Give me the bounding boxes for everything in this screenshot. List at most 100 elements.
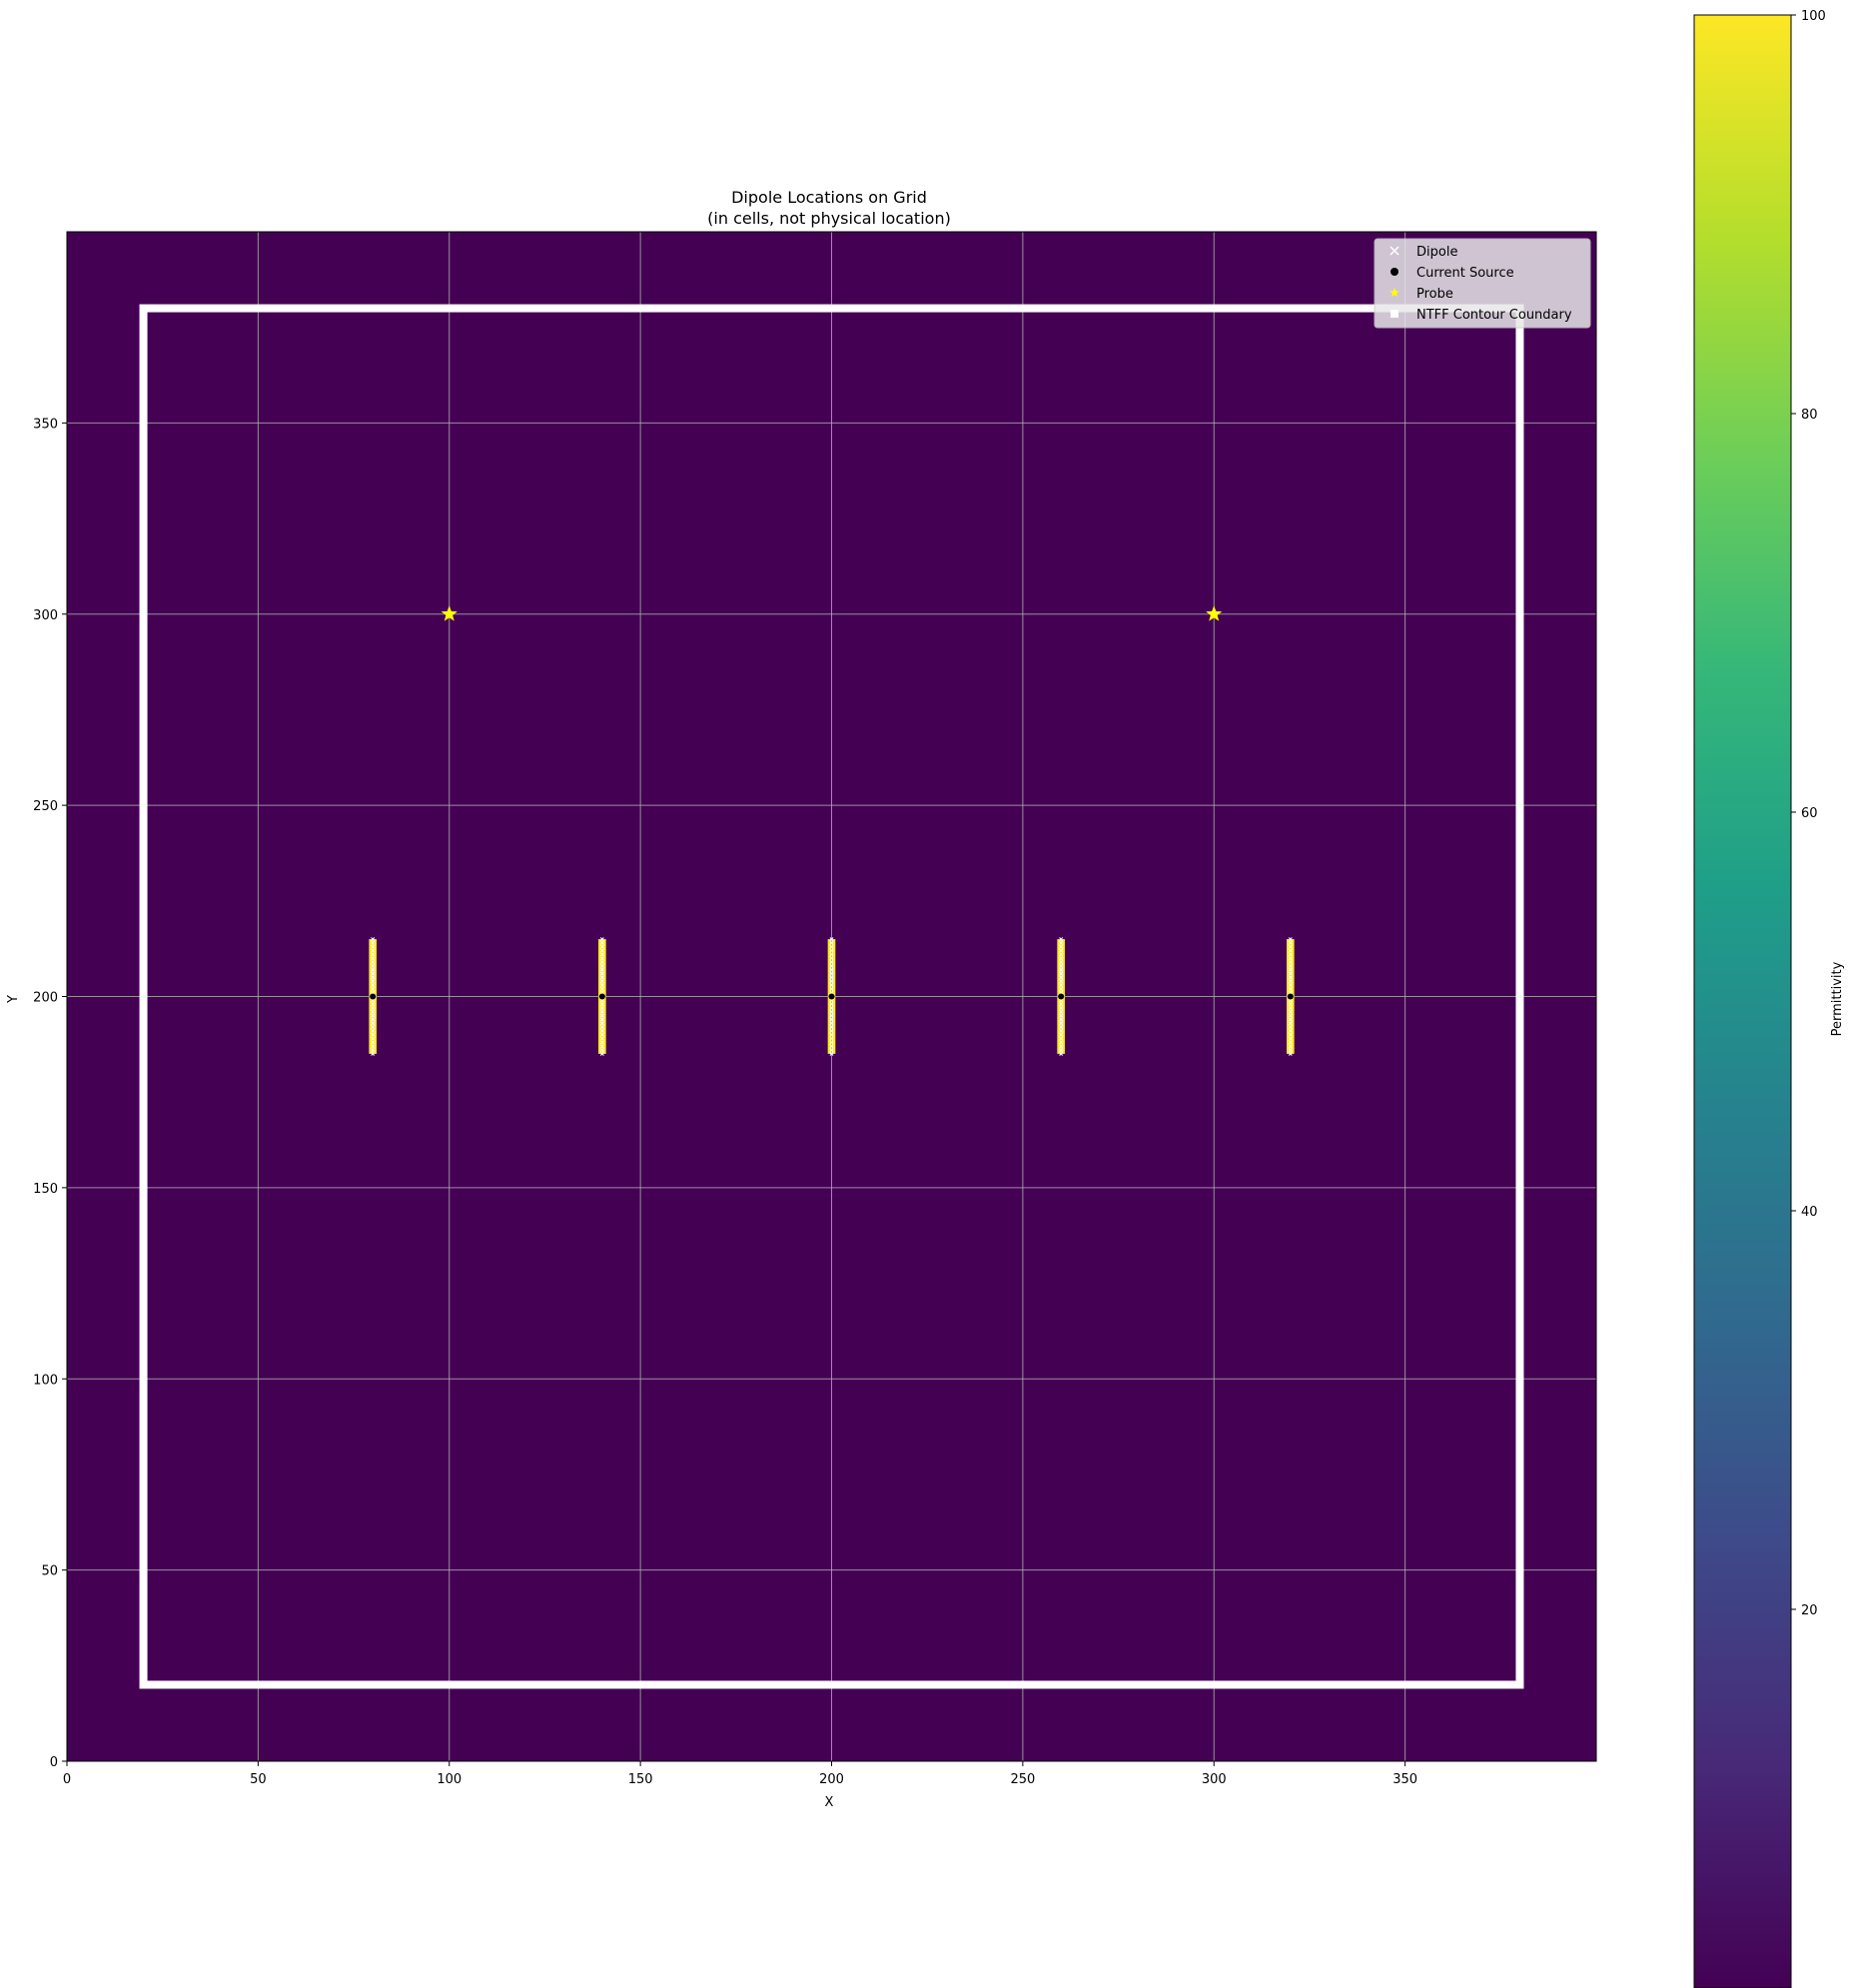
dipole-x-marker [1288, 948, 1293, 953]
x-tick-label: 100 [437, 1772, 462, 1787]
current-source-2 [598, 993, 605, 1000]
chart-title: Dipole Locations on Grid [731, 188, 927, 207]
dipole-x-marker [1059, 1013, 1064, 1018]
dipole-x-marker [599, 956, 604, 961]
dipole-x-marker [1288, 1017, 1293, 1022]
dipole-x-marker [1288, 1036, 1293, 1041]
dipole-x-marker [1059, 1028, 1064, 1033]
dipole-x-marker [829, 1005, 834, 1010]
dipole-x-marker [371, 1017, 376, 1022]
dipole-x-marker [371, 940, 376, 945]
dipole-x-marker [1288, 1025, 1293, 1030]
dipole-x-marker [1059, 952, 1064, 957]
dipole-x-marker [371, 1051, 376, 1056]
dipole-x-marker [1059, 944, 1064, 949]
dipole-x-marker [371, 1025, 376, 1030]
dipole-x-marker [599, 1021, 604, 1026]
dipole-x-marker [829, 1036, 834, 1041]
dipole-x-marker [599, 952, 604, 957]
x-tick-label: 50 [250, 1772, 267, 1787]
colorbar: 20 40 60 80 100 [1693, 9, 1826, 1988]
dipole-x-marker [829, 1013, 834, 1018]
dipole-x-marker [1059, 1044, 1064, 1049]
dipole-x-marker [371, 960, 376, 965]
dipole-x-marker [1288, 1009, 1293, 1014]
dipole-x-marker [371, 1002, 376, 1007]
legend-label: Dipole [1416, 245, 1457, 260]
dipole-x-marker [829, 979, 834, 984]
dipole-x-marker [829, 986, 834, 991]
y-tick-label: 200 [33, 991, 58, 1006]
y-axis: 0 50 100 150 200 250 300 350 [33, 417, 67, 1770]
dipole-x-marker [829, 1032, 834, 1037]
dipole-x-marker [599, 1013, 604, 1018]
dipole-3 [829, 937, 834, 1056]
dipole-x-marker [599, 1028, 604, 1033]
dipole-x-marker [599, 986, 604, 991]
dipole-x-marker [1059, 1036, 1064, 1041]
dipole-x-marker [371, 1021, 376, 1026]
dipole-x-marker [371, 975, 376, 980]
dipole-x-marker [1288, 944, 1293, 949]
dipole-x-marker [1288, 971, 1293, 976]
dipole-x-marker [599, 948, 604, 953]
dipole-x-marker [599, 971, 604, 976]
dipole-x-marker [829, 956, 834, 961]
dipole-x-marker [599, 1051, 604, 1056]
dipole-x-marker [1059, 937, 1064, 942]
probe-2 [1206, 605, 1223, 621]
dipole-x-marker [1059, 986, 1064, 991]
dipole-x-marker [371, 1009, 376, 1014]
x-tick-label: 300 [1202, 1772, 1227, 1787]
dipole-x-marker [599, 940, 604, 945]
dipole-x-marker [1059, 1048, 1064, 1053]
dipole-x-marker [1059, 1040, 1064, 1045]
dipole-x-marker [1288, 975, 1293, 980]
dipole-x-marker [371, 979, 376, 984]
dipole-x-marker [599, 960, 604, 965]
y-tick-label: 50 [41, 1564, 58, 1579]
dipole-x-marker [829, 1017, 834, 1022]
dipole-x-marker [1288, 963, 1293, 968]
dipole-x-marker [371, 937, 376, 942]
dipole-x-marker [1288, 1032, 1293, 1037]
legend-marker-dipole [1390, 246, 1399, 256]
dipole-x-marker [599, 937, 604, 942]
colorbar-tick-label: 100 [1801, 9, 1826, 24]
x-axis-label: X [825, 1795, 834, 1810]
dipole-x-marker [829, 1044, 834, 1049]
legend-marker-ntff [1390, 310, 1398, 318]
dipole-x-marker [599, 983, 604, 988]
colorbar-tick-label: 40 [1801, 1205, 1818, 1220]
legend-label: Current Source [1416, 266, 1514, 281]
dipole-x-marker [1059, 979, 1064, 984]
y-tick-label: 150 [33, 1182, 58, 1197]
dipole-x-marker [829, 1002, 834, 1007]
dipole-x-marker [1288, 1013, 1293, 1018]
x-tick-label: 0 [63, 1772, 71, 1787]
dipole-x-marker [1288, 1044, 1293, 1049]
dipole-x-marker [599, 1009, 604, 1014]
dipole-x-marker [599, 975, 604, 980]
dipole-x-marker [1288, 983, 1293, 988]
chart-subtitle: (in cells, not physical location) [707, 209, 951, 228]
dipole-x-marker [1059, 983, 1064, 988]
dipole-x-marker [599, 1002, 604, 1007]
dipole-x-marker [1288, 979, 1293, 984]
colorbar-label: Permittivity [1830, 961, 1845, 1036]
dipole-x-marker [1059, 1051, 1064, 1056]
dipole-x-marker [371, 967, 376, 972]
dipole-x-marker [1059, 1009, 1064, 1014]
dipole-x-marker [1288, 1051, 1293, 1056]
dipole-x-marker [829, 971, 834, 976]
dipole-x-marker [599, 979, 604, 984]
dipole-x-marker [1059, 975, 1064, 980]
dipole-x-marker [1288, 1002, 1293, 1007]
dipole-x-marker [829, 967, 834, 972]
legend-marker-current-source [1390, 268, 1398, 276]
current-source-5 [1287, 993, 1294, 1000]
dipole-x-marker [1288, 1028, 1293, 1033]
x-axis: 0 50 100 150 200 250 300 350 [63, 1761, 1417, 1787]
dipole-x-marker [829, 937, 834, 942]
